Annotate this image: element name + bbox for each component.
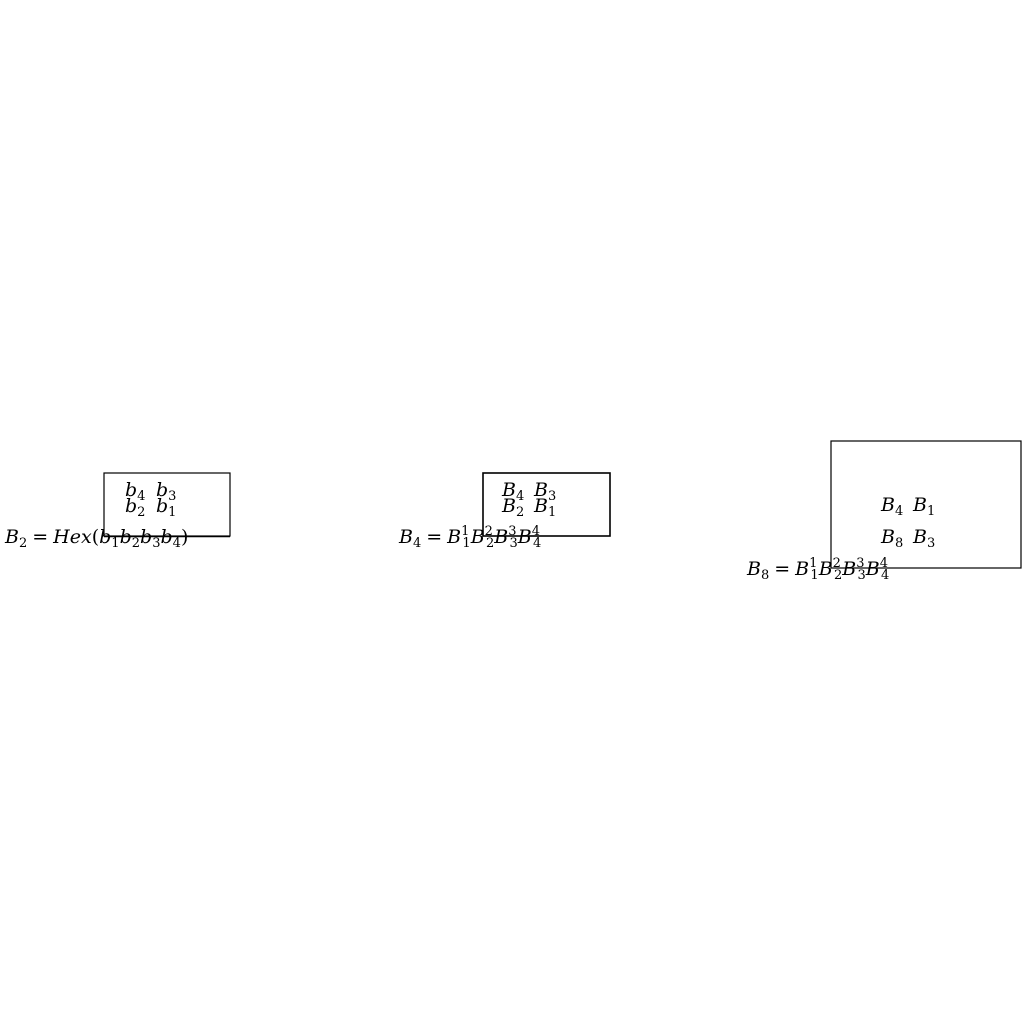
panel-b8: B4 B1 B8 B3 B8 = B1 1B2 2B3 3B4 4 <box>746 440 1022 583</box>
box-b8 <box>830 440 1022 569</box>
cell-b4-bottom-left: B2 <box>501 495 524 520</box>
cell-b8-bottom-left: B8 <box>880 526 903 551</box>
panel-b2: b4 b3 b2 b1 B2 = Hex(b1b2b3b4) <box>4 472 231 551</box>
cell-b8-top-left: B4 <box>880 494 903 519</box>
panel-b4: B4 B3 B2 B1 B4 = B1 1B2 2B3 3B4 4 <box>398 472 611 551</box>
cell-b2-top-right: b3 <box>156 479 176 504</box>
cell-b4-top-left: B4 <box>501 479 524 504</box>
formula-b2: B2 = Hex(b1b2b3b4) <box>4 526 188 551</box>
cell-b4-bottom-right: B1 <box>533 495 556 520</box>
cell-b2-top-left: b4 <box>125 479 145 504</box>
box-b4 <box>482 472 611 537</box>
cell-b2-bottom-left: b2 <box>125 495 145 520</box>
formula-b4: B4 = B1 1B2 2B3 3B4 4 <box>398 524 541 551</box>
cell-b4-top-right: B3 <box>533 479 556 504</box>
formula-b8: B8 = B1 1B2 2B3 3B4 4 <box>746 556 889 583</box>
cell-b8-top-right: B1 <box>912 494 935 519</box>
cell-b2-bottom-right: b1 <box>156 495 176 520</box>
cell-b8-bottom-right: B3 <box>912 526 935 551</box>
